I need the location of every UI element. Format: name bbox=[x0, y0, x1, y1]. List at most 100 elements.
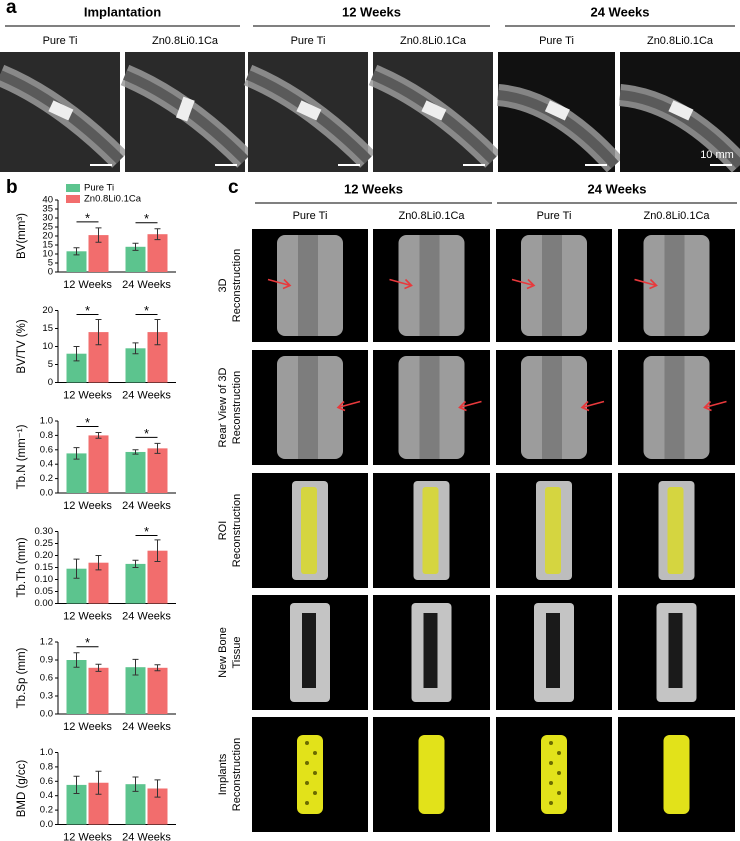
x-tick-label: 12 Weeks bbox=[63, 721, 112, 733]
y-tick-label: 0.6 bbox=[40, 673, 53, 684]
group-title: 12 Weeks bbox=[344, 181, 403, 196]
error-bar bbox=[95, 319, 102, 346]
y-tick-label: 35 bbox=[42, 204, 53, 215]
implant-hole bbox=[557, 771, 561, 775]
implant-render bbox=[541, 735, 567, 814]
roi-implant bbox=[667, 487, 684, 574]
group-title: 24 Weeks bbox=[590, 4, 649, 19]
arrow bbox=[634, 278, 658, 290]
panel-label: c bbox=[228, 177, 239, 198]
bar bbox=[125, 667, 146, 714]
y-tick-label: 0.20 bbox=[35, 550, 54, 561]
error-bar bbox=[154, 539, 161, 562]
x-tick-label: 24 Weeks bbox=[122, 610, 171, 622]
row-label: Reconstruction bbox=[231, 249, 243, 322]
scale-label: 10 mm bbox=[700, 149, 734, 161]
y-tick-label: 30 bbox=[42, 213, 53, 224]
bar bbox=[147, 234, 168, 272]
bone-shade bbox=[542, 356, 562, 459]
bar bbox=[125, 563, 146, 604]
error-bar bbox=[154, 228, 161, 241]
error-bar bbox=[73, 247, 80, 256]
bar bbox=[88, 667, 109, 714]
bar bbox=[66, 251, 87, 272]
y-tick-label: 0.25 bbox=[35, 538, 54, 549]
arrow bbox=[511, 278, 536, 290]
legend-label: Zn0.8Li0.1Ca bbox=[84, 194, 142, 205]
x-tick-label: 24 Weeks bbox=[122, 500, 171, 512]
panel-label: b bbox=[6, 177, 18, 198]
error-bar bbox=[132, 242, 139, 251]
significance-label: * bbox=[85, 635, 90, 650]
y-tick-label: 1.0 bbox=[40, 747, 53, 758]
y-axis-label: Tb.N (mm⁻¹) bbox=[16, 424, 28, 489]
new-bone-void bbox=[302, 613, 316, 688]
group-title: 24 Weeks bbox=[587, 181, 646, 196]
error-bar bbox=[73, 775, 80, 795]
xray-implant bbox=[421, 100, 447, 121]
new-bone-void bbox=[423, 613, 438, 688]
y-tick-label: 0.00 bbox=[35, 598, 54, 609]
x-tick-label: 12 Weeks bbox=[63, 279, 112, 291]
arrow bbox=[703, 400, 727, 412]
column-label: Zn0.8Li0.1Ca bbox=[400, 35, 467, 47]
bar bbox=[147, 550, 168, 604]
y-tick-label: 5 bbox=[48, 258, 53, 269]
error-bar bbox=[95, 432, 102, 439]
y-axis-label: BV/TV (%) bbox=[16, 319, 28, 373]
y-tick-label: 0.6 bbox=[40, 444, 53, 455]
implant-hole bbox=[557, 751, 561, 755]
bone-shade bbox=[298, 356, 318, 459]
row-label: New Bone bbox=[217, 627, 229, 678]
error-bar bbox=[154, 779, 161, 798]
error-bar bbox=[154, 664, 161, 672]
significance-label: * bbox=[144, 426, 149, 441]
implant-render bbox=[418, 735, 445, 814]
y-tick-label: 0.2 bbox=[40, 805, 53, 816]
bar bbox=[147, 448, 168, 493]
y-axis-label: Tb.Th (mm) bbox=[16, 537, 28, 597]
roi-implant bbox=[422, 487, 439, 574]
implant-render bbox=[297, 735, 323, 814]
group-title: 12 Weeks bbox=[342, 4, 401, 19]
bar bbox=[147, 788, 168, 825]
arrow bbox=[389, 278, 413, 290]
y-tick-label: 0.8 bbox=[40, 761, 53, 772]
error-bar bbox=[132, 776, 139, 792]
column-label: Pure Ti bbox=[291, 35, 326, 47]
bar bbox=[147, 332, 168, 383]
column-label: Pure Ti bbox=[539, 35, 574, 47]
error-bar bbox=[132, 342, 139, 355]
y-tick-label: 0 bbox=[48, 267, 53, 278]
significance-label: * bbox=[144, 524, 149, 539]
row-label: Reconstruction bbox=[231, 371, 243, 444]
x-tick-label: 24 Weeks bbox=[122, 831, 171, 841]
column-label: Zn0.8Li0.1Ca bbox=[398, 210, 465, 222]
y-tick-label: 25 bbox=[42, 222, 53, 233]
implant-hole bbox=[313, 791, 317, 795]
bar bbox=[147, 667, 168, 714]
implant-render bbox=[663, 735, 690, 814]
new-bone-void bbox=[668, 613, 683, 688]
error-bar bbox=[95, 770, 102, 795]
bar bbox=[88, 562, 109, 604]
arrow bbox=[267, 278, 292, 290]
bone-shade bbox=[298, 235, 318, 336]
xray-implant bbox=[296, 100, 322, 121]
column-label: Zn0.8Li0.1Ca bbox=[152, 35, 219, 47]
significance-label: * bbox=[85, 303, 90, 318]
row-label: Tissue bbox=[231, 637, 243, 669]
implant-hole bbox=[313, 771, 317, 775]
y-tick-label: 0.3 bbox=[40, 691, 53, 702]
y-tick-label: 0.05 bbox=[35, 586, 54, 597]
implant-hole bbox=[305, 741, 309, 745]
bar bbox=[66, 453, 87, 493]
xray-implant bbox=[544, 100, 570, 121]
implant-hole bbox=[305, 781, 309, 785]
error-bar bbox=[154, 319, 161, 346]
error-bar bbox=[73, 558, 80, 579]
bone-shade bbox=[542, 235, 562, 336]
bone-shade bbox=[664, 235, 685, 336]
y-tick-label: 40 bbox=[42, 195, 53, 206]
y-tick-label: 0.0 bbox=[40, 709, 53, 720]
